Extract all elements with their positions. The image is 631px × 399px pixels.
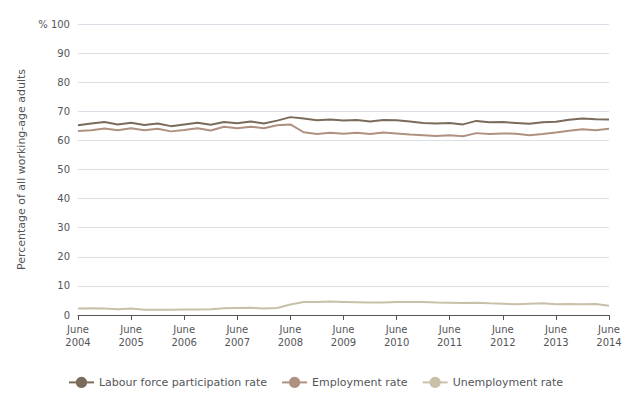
svg-text:June: June — [544, 324, 567, 335]
svg-text:June: June — [119, 324, 142, 335]
svg-text:June: June — [385, 324, 408, 335]
svg-text:2013: 2013 — [543, 337, 568, 348]
svg-text:2014: 2014 — [596, 337, 621, 348]
svg-text:90: 90 — [57, 48, 70, 59]
svg-text:June: June — [225, 324, 248, 335]
svg-text:2009: 2009 — [331, 337, 356, 348]
svg-text:2005: 2005 — [118, 337, 143, 348]
svg-text:Percentage of all working-age: Percentage of all working-age adults — [15, 69, 28, 270]
svg-text:2008: 2008 — [278, 337, 303, 348]
svg-text:Labour force participation rat: Labour force participation rate — [99, 376, 267, 389]
svg-text:Unemployment rate: Unemployment rate — [453, 376, 564, 389]
svg-text:June: June — [438, 324, 461, 335]
svg-text:2007: 2007 — [225, 337, 250, 348]
svg-text:2010: 2010 — [384, 337, 409, 348]
svg-text:2004: 2004 — [65, 337, 90, 348]
svg-text:30: 30 — [57, 222, 70, 233]
svg-text:Employment rate: Employment rate — [312, 376, 408, 389]
svg-text:% 100: % 100 — [38, 19, 70, 30]
svg-text:June: June — [172, 324, 195, 335]
svg-text:40: 40 — [57, 193, 70, 204]
svg-text:2006: 2006 — [171, 337, 196, 348]
svg-text:60: 60 — [57, 135, 70, 146]
svg-text:50: 50 — [57, 164, 70, 175]
svg-text:2011: 2011 — [437, 337, 462, 348]
svg-text:10: 10 — [57, 280, 70, 291]
svg-text:June: June — [66, 324, 89, 335]
svg-text:70: 70 — [57, 106, 70, 117]
svg-text:80: 80 — [57, 77, 70, 88]
svg-text:2012: 2012 — [490, 337, 515, 348]
svg-text:June: June — [332, 324, 355, 335]
svg-text:0: 0 — [64, 310, 70, 321]
svg-text:June: June — [491, 324, 514, 335]
svg-text:June: June — [279, 324, 302, 335]
svg-text:June: June — [597, 324, 620, 335]
svg-text:20: 20 — [57, 251, 70, 262]
